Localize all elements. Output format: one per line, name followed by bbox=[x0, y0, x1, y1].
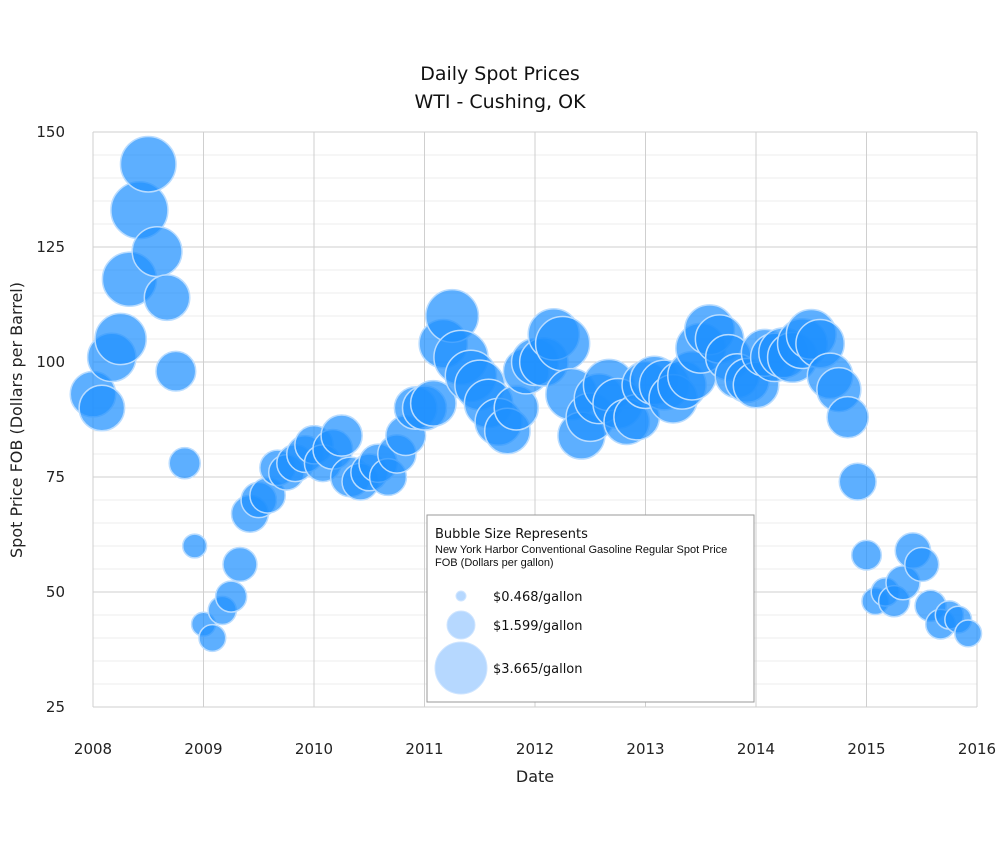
x-tick-label: 2016 bbox=[958, 740, 996, 758]
data-bubble bbox=[222, 546, 258, 583]
chart-title: Daily Spot Prices bbox=[420, 63, 580, 85]
x-tick-label: 2011 bbox=[405, 740, 443, 758]
x-tick-label: 2012 bbox=[516, 740, 554, 758]
data-bubble bbox=[168, 446, 201, 480]
data-bubble bbox=[131, 225, 183, 278]
x-tick-label: 2013 bbox=[626, 740, 664, 758]
legend-title: Bubble Size Represents bbox=[435, 527, 588, 542]
legend-subtitle-line2: FOB (Dollars per gallon) bbox=[435, 557, 554, 569]
legend-items: $0.468/gallon $1.599/gallon $3.665/gallon bbox=[434, 590, 583, 695]
data-bubble bbox=[850, 539, 883, 571]
axis-ticks: 2008 2009 2010 2011 2012 2013 2014 2015 2016 25 50… bbox=[36, 123, 996, 758]
data-bubble bbox=[838, 462, 877, 501]
y-tick-label: 50 bbox=[46, 583, 65, 601]
y-axis-label: Spot Price FOB (Dollars per Barrel) bbox=[7, 282, 26, 558]
legend-bubble bbox=[446, 610, 476, 640]
legend-item-label: $0.468/gallon bbox=[493, 590, 583, 605]
data-bubble bbox=[78, 384, 126, 432]
y-tick-label: 100 bbox=[36, 353, 65, 371]
x-tick-label: 2008 bbox=[74, 740, 112, 758]
legend-subtitle-line1: New York Harbor Conventional Gasoline Re… bbox=[435, 544, 727, 556]
x-tick-label: 2010 bbox=[295, 740, 333, 758]
x-tick-label: 2009 bbox=[184, 740, 222, 758]
data-bubble bbox=[94, 312, 147, 366]
y-tick-label: 150 bbox=[36, 123, 65, 141]
bubble-series bbox=[69, 135, 983, 653]
data-bubble bbox=[143, 274, 191, 322]
legend-bubble bbox=[455, 590, 467, 602]
y-tick-label: 125 bbox=[36, 238, 65, 256]
y-tick-label: 75 bbox=[46, 468, 65, 486]
data-bubble bbox=[198, 623, 227, 653]
x-axis-label: Date bbox=[516, 767, 554, 786]
x-tick-label: 2015 bbox=[847, 740, 885, 758]
y-tick-label: 25 bbox=[46, 698, 65, 716]
data-bubble bbox=[155, 350, 197, 392]
data-bubble bbox=[826, 395, 870, 439]
x-tick-label: 2014 bbox=[737, 740, 775, 758]
legend-item-label: $3.665/gallon bbox=[493, 662, 583, 677]
data-bubble bbox=[119, 135, 177, 193]
data-bubble bbox=[904, 546, 940, 583]
chart-subtitle: WTI - Cushing, OK bbox=[414, 91, 586, 113]
data-bubble bbox=[181, 533, 208, 559]
legend-item-label: $1.599/gallon bbox=[493, 619, 583, 634]
data-bubble bbox=[214, 580, 248, 613]
data-bubble bbox=[534, 315, 591, 372]
legend-box: Bubble Size Represents New York Harbor C… bbox=[426, 514, 755, 703]
data-bubble bbox=[320, 414, 363, 457]
data-bubble bbox=[954, 619, 983, 648]
data-bubble bbox=[409, 379, 457, 427]
legend-bubble bbox=[434, 641, 488, 695]
